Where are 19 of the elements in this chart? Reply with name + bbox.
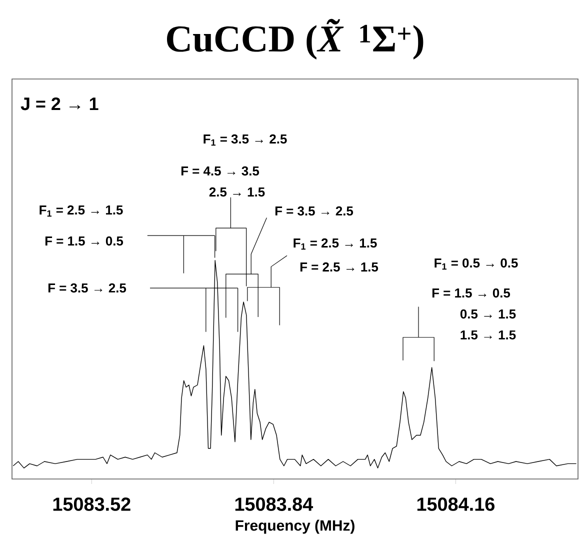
annotation: F = 2.5 → 1.5 (300, 262, 378, 272)
annotation: 1.5 → 1.5 (460, 330, 516, 340)
x-tick-label: 15083.84 (235, 498, 314, 511)
annotation: F = 1.5 → 0.5 (432, 288, 510, 298)
x-tick-label: 15084.16 (417, 498, 494, 511)
annotation: 0.5 → 1.5 (460, 309, 516, 319)
text: F$_{1}$ = 2.5 → 1.5 (294, 238, 377, 250)
text: F$_{1}$ = 2.5 → 1.5 (40, 205, 123, 217)
x-tick-label: 15083.52 (53, 498, 130, 511)
text: F = 1.5 → 0.5 (45, 236, 124, 246)
annotation: F$_{1}$ = 0.5 → 0.5 (434, 258, 518, 270)
annotation: F = 3.5 → 2.5 (48, 283, 126, 293)
x-axis-title: Frequency (MHz) (236, 520, 354, 534)
text: 2.5 → 1.5 (209, 187, 265, 197)
text: F = 4.5 → 3.5 (181, 166, 260, 176)
text: J = 2 → 1 (20, 98, 98, 110)
text: F$_{1}$ = 3.5 → 2.5 (204, 134, 287, 146)
chart-title: CuCCD (X̃$^{1}$Σ$^{+}$) (167, 18, 424, 60)
text: F = 3.5 → 2.5 (275, 206, 354, 216)
